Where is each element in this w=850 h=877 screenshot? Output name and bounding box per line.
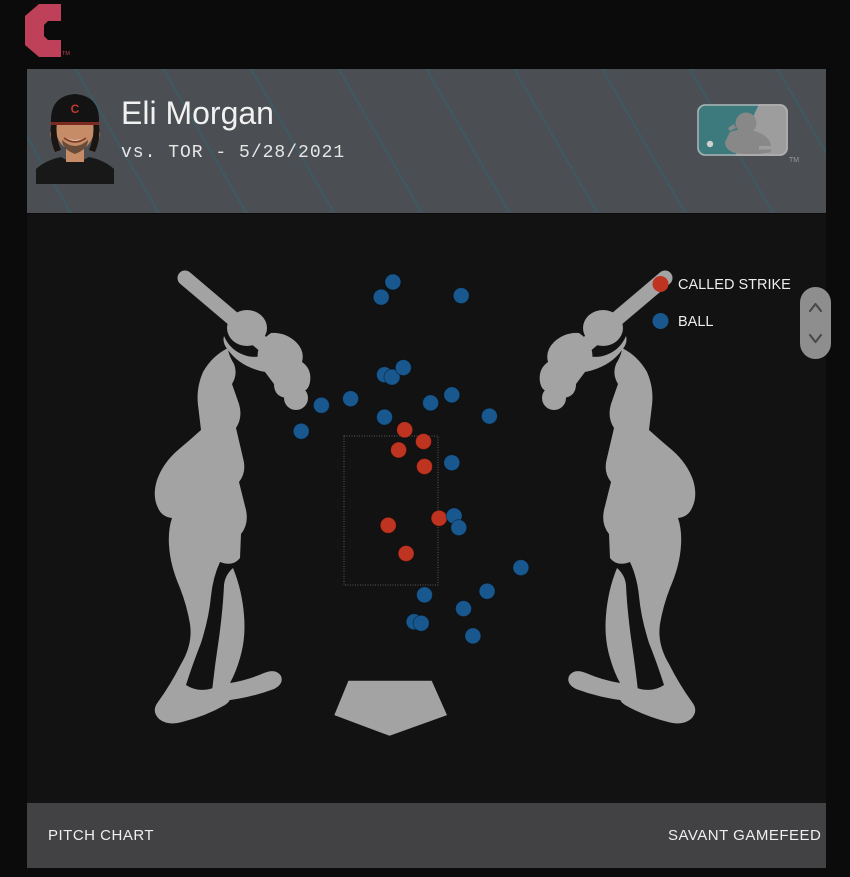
svg-text:C: C xyxy=(71,102,80,116)
svg-text:TM: TM xyxy=(62,51,70,57)
